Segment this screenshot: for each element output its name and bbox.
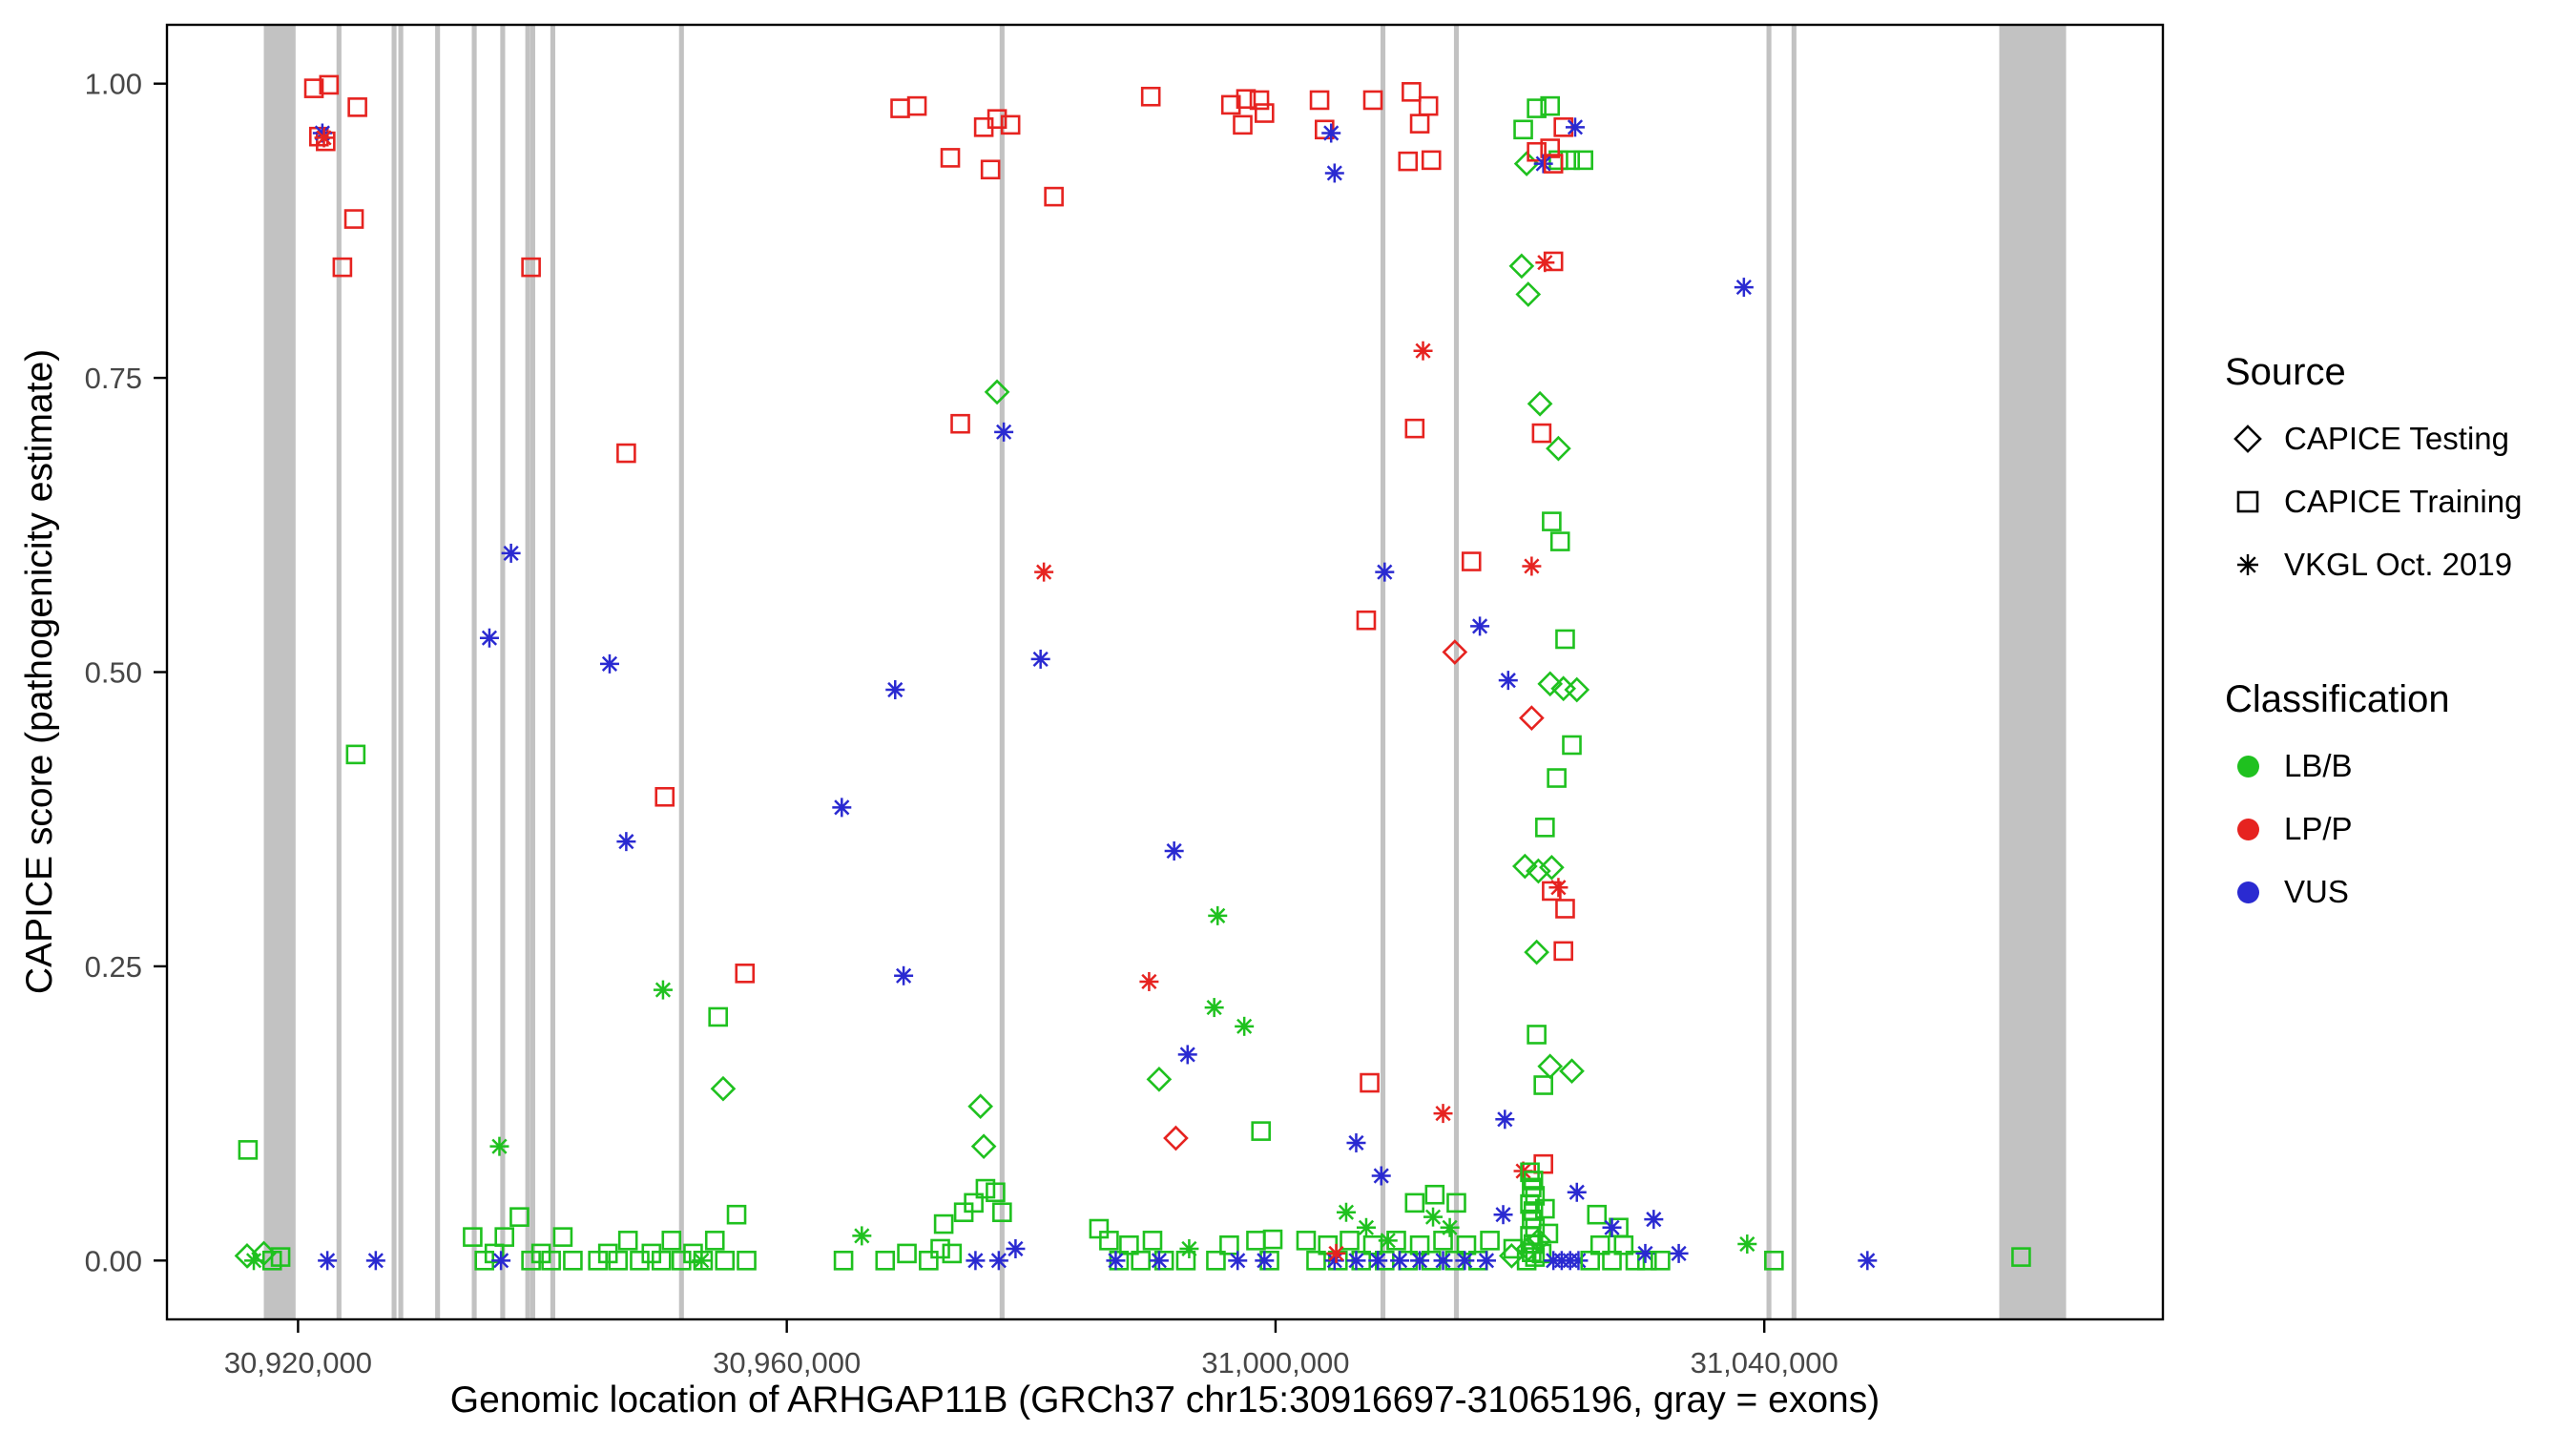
lbb-color-dot-icon xyxy=(2225,743,2271,789)
axis-ticks: 30,920,000 30,960,000 31,000,000 31,040,000… xyxy=(85,68,1839,1379)
y-tick-label: 0.00 xyxy=(85,1244,142,1277)
y-tick-label: 0.75 xyxy=(85,362,142,395)
legend-item-vus: VUS xyxy=(2225,861,2522,923)
legend-label: VUS xyxy=(2284,874,2349,909)
y-axis-title: CAPICE score (pathogenicity estimate) xyxy=(19,348,60,995)
lpp-color-dot-icon xyxy=(2225,806,2271,852)
x-tick-label: 30,960,000 xyxy=(713,1346,861,1379)
x-tick-label: 30,920,000 xyxy=(224,1346,372,1379)
x-tick-label: 31,040,000 xyxy=(1691,1346,1839,1379)
y-tick-label: 0.25 xyxy=(85,950,142,984)
legend-label: VKGL Oct. 2019 xyxy=(2284,547,2513,582)
legend-item-lbb: LB/B xyxy=(2225,735,2522,798)
legend-label: LB/B xyxy=(2284,748,2353,783)
legend-item-vkgl: VKGL Oct. 2019 xyxy=(2225,533,2522,596)
vus-color-dot-icon xyxy=(2225,869,2271,915)
legend-label: CAPICE Testing xyxy=(2284,421,2509,456)
legend-item-lpp: LP/P xyxy=(2225,798,2522,861)
diamond-icon xyxy=(2225,416,2271,462)
panel-border xyxy=(165,23,2165,1321)
legend: Source CAPICE Testing CAPICE Training xyxy=(2225,351,2522,923)
legend-label: LP/P xyxy=(2284,811,2353,846)
exon-bands xyxy=(263,25,2067,1319)
legend-item-capice-testing: CAPICE Testing xyxy=(2225,407,2522,470)
legend-source-title: Source xyxy=(2225,351,2346,393)
legend-label: CAPICE Training xyxy=(2284,484,2523,519)
x-axis-title: Genomic location of ARHGAP11B (GRCh37 ch… xyxy=(449,1379,1880,1421)
legend-item-capice-training: CAPICE Training xyxy=(2225,470,2522,533)
data-points xyxy=(234,74,2031,1271)
y-tick-label: 1.00 xyxy=(85,68,142,101)
y-tick-label: 0.50 xyxy=(85,656,142,690)
square-icon xyxy=(2225,479,2271,525)
legend-classification-title: Classification xyxy=(2225,678,2450,720)
x-tick-label: 31,000,000 xyxy=(1201,1346,1349,1379)
asterisk-icon xyxy=(2225,542,2271,588)
